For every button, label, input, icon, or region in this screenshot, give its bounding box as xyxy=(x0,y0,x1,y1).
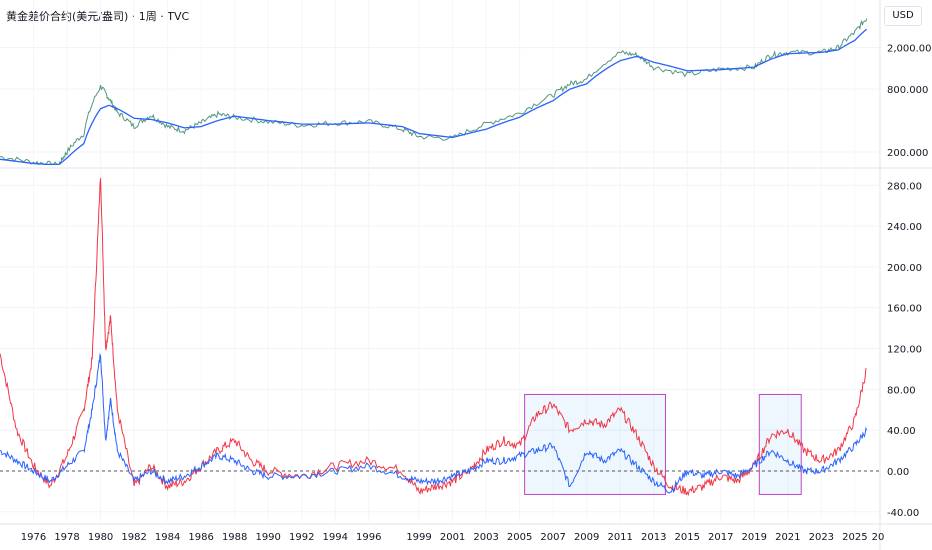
title-separator: · xyxy=(160,10,168,23)
time-tick-label: 1992 xyxy=(289,532,314,543)
osc-tick-label: 40.00 xyxy=(887,426,916,437)
oscillator-red-line xyxy=(0,178,867,497)
time-tick-label: 2023 xyxy=(809,532,834,543)
time-tick-label: 2003 xyxy=(473,532,498,543)
osc-tick-label: -40.00 xyxy=(887,508,919,519)
time-tick-label: 1999 xyxy=(406,532,431,543)
time-tick-label: 1990 xyxy=(255,532,280,543)
time-tick-label: 20 xyxy=(872,532,885,543)
osc-tick-label: 240.00 xyxy=(887,222,922,233)
osc-tick-label: 120.00 xyxy=(887,345,922,356)
time-tick-label: 1994 xyxy=(323,532,348,543)
osc-tick-label: 160.00 xyxy=(887,304,922,315)
interval-label[interactable]: 1周 xyxy=(138,10,157,23)
title-separator: · xyxy=(131,10,139,23)
currency-button[interactable]: USD xyxy=(884,6,922,26)
price-tick-label: 200.000 xyxy=(887,148,928,159)
time-tick-label: 2019 xyxy=(742,532,767,543)
time-tick-label: 2017 xyxy=(708,532,733,543)
osc-tick-label: 200.00 xyxy=(887,263,922,274)
time-tick-label: 1976 xyxy=(21,532,46,543)
time-tick-label: 1984 xyxy=(155,532,180,543)
time-tick-label: 1982 xyxy=(121,532,146,543)
time-tick-label: 1986 xyxy=(188,532,213,543)
price-tick-label: 2,000.000 xyxy=(887,44,932,55)
osc-tick-label: 280.00 xyxy=(887,181,922,192)
oscillator-blue-line xyxy=(0,352,868,494)
time-tick-label: 2009 xyxy=(574,532,599,543)
osc-tick-label: 0.00 xyxy=(887,467,909,478)
price-tick-label: 800.000 xyxy=(887,85,928,96)
price-moving-average-line xyxy=(0,28,868,166)
time-tick-label: 2021 xyxy=(775,532,800,543)
time-tick-label: 2001 xyxy=(440,532,465,543)
time-tick-label: 1988 xyxy=(222,532,247,543)
source-label: TVC xyxy=(167,10,190,23)
time-tick-label: 2005 xyxy=(507,532,532,543)
time-tick-label: 2015 xyxy=(675,532,700,543)
time-tick-label: 1980 xyxy=(88,532,113,543)
osc-tick-label: 80.00 xyxy=(887,385,916,396)
highlight-box xyxy=(758,393,802,495)
time-tick-label: 2011 xyxy=(607,532,632,543)
time-tick-label: 1996 xyxy=(356,532,381,543)
price-candles-line xyxy=(0,18,868,166)
time-tick-label: 2007 xyxy=(540,532,565,543)
time-tick-label: 1978 xyxy=(54,532,79,543)
time-tick-label: 2025 xyxy=(842,532,867,543)
time-tick-label: 2013 xyxy=(641,532,666,543)
